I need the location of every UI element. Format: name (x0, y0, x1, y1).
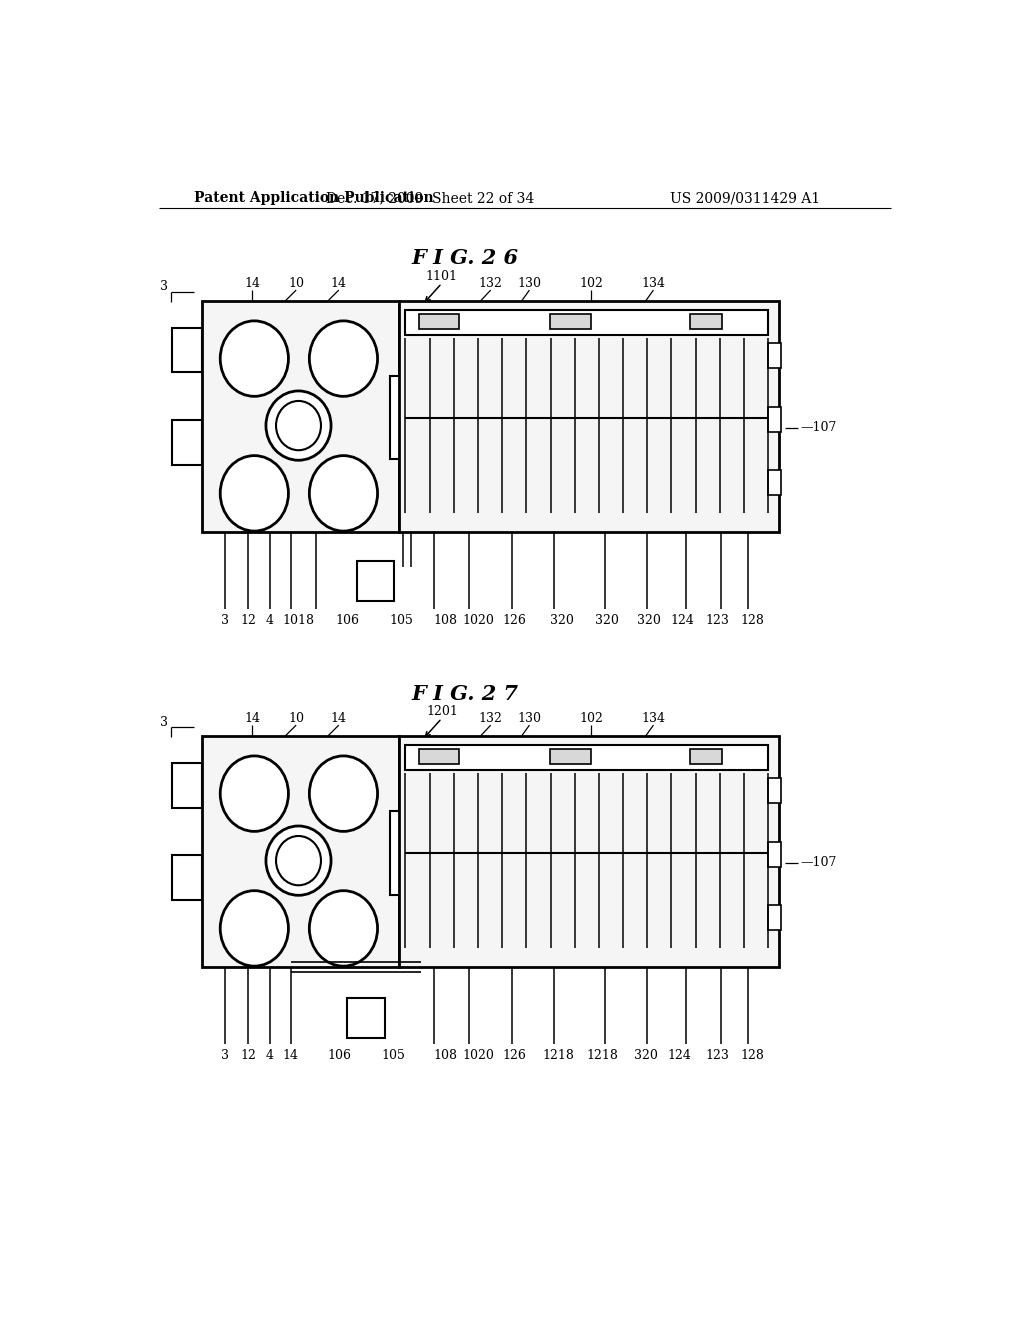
Text: 123: 123 (706, 1049, 729, 1063)
Text: 134: 134 (641, 277, 666, 290)
Ellipse shape (266, 391, 331, 461)
Bar (550, 314, 591, 330)
Text: 132: 132 (479, 713, 503, 726)
Bar (419, 314, 459, 330)
Text: 124: 124 (670, 614, 694, 627)
Ellipse shape (309, 891, 378, 966)
Text: 126: 126 (502, 1049, 526, 1063)
Text: 124: 124 (668, 1049, 692, 1063)
Text: 14: 14 (244, 277, 260, 290)
Text: 128: 128 (740, 614, 764, 627)
Bar (768, 343, 780, 368)
Text: 320: 320 (637, 614, 660, 627)
Text: 10: 10 (288, 277, 304, 290)
Ellipse shape (220, 321, 289, 396)
Text: 3: 3 (161, 715, 168, 729)
Text: Patent Application Publication: Patent Application Publication (194, 191, 433, 206)
Ellipse shape (220, 891, 289, 966)
Bar (419, 748, 459, 764)
Text: 106: 106 (335, 614, 359, 627)
Bar (690, 314, 722, 330)
Bar (399, 737, 779, 966)
Text: 320: 320 (550, 614, 573, 627)
Text: 123: 123 (706, 614, 729, 627)
Bar (768, 906, 780, 929)
Bar (390, 812, 412, 895)
Text: 320: 320 (595, 614, 618, 627)
Text: 105: 105 (382, 1049, 406, 1063)
Bar (356, 561, 394, 601)
Text: —107: —107 (801, 857, 837, 870)
Text: US 2009/0311429 A1: US 2009/0311429 A1 (671, 191, 820, 206)
Bar (172, 327, 202, 372)
Text: 10: 10 (288, 713, 304, 726)
Text: 1101: 1101 (426, 269, 458, 282)
Bar (390, 376, 412, 459)
Text: F I G. 2 6: F I G. 2 6 (412, 248, 518, 268)
Ellipse shape (309, 455, 378, 531)
Text: 1018: 1018 (283, 614, 314, 627)
Text: 134: 134 (641, 713, 666, 726)
Ellipse shape (276, 836, 321, 886)
Text: 128: 128 (740, 1049, 764, 1063)
Ellipse shape (276, 401, 321, 450)
Text: 102: 102 (580, 277, 603, 290)
Ellipse shape (309, 756, 378, 832)
Text: 3: 3 (161, 280, 168, 293)
Bar (768, 779, 780, 803)
Bar (172, 420, 202, 465)
Text: F I G. 2 7: F I G. 2 7 (412, 684, 518, 704)
Text: 4: 4 (266, 614, 273, 627)
Bar (406, 744, 768, 770)
Text: 4: 4 (266, 1049, 273, 1063)
Ellipse shape (220, 756, 289, 832)
Bar (399, 301, 779, 532)
Text: 3: 3 (221, 614, 229, 627)
Bar (406, 310, 768, 335)
Text: 14: 14 (331, 277, 347, 290)
Text: 12: 12 (241, 1049, 256, 1063)
Text: 1201: 1201 (426, 705, 458, 718)
Text: —107: —107 (801, 421, 837, 434)
Bar (346, 998, 385, 1038)
Text: 102: 102 (580, 713, 603, 726)
Bar (202, 737, 399, 966)
Text: 320: 320 (634, 1049, 657, 1063)
Text: 14: 14 (331, 713, 347, 726)
Ellipse shape (220, 455, 289, 531)
Text: 14: 14 (244, 713, 260, 726)
Text: 14: 14 (283, 1049, 299, 1063)
Text: Dec. 17, 2009  Sheet 22 of 34: Dec. 17, 2009 Sheet 22 of 34 (326, 191, 535, 206)
Bar (768, 407, 780, 432)
Text: 130: 130 (517, 277, 542, 290)
Ellipse shape (309, 321, 378, 396)
Text: 1020: 1020 (463, 1049, 495, 1063)
Text: 126: 126 (502, 614, 526, 627)
Bar (768, 470, 780, 495)
Ellipse shape (266, 826, 331, 895)
Bar (768, 842, 780, 867)
Text: 12: 12 (241, 614, 256, 627)
Text: 1218: 1218 (542, 1049, 574, 1063)
Text: 1218: 1218 (587, 1049, 618, 1063)
Text: 130: 130 (517, 713, 542, 726)
Text: 132: 132 (479, 277, 503, 290)
Text: 106: 106 (328, 1049, 351, 1063)
Bar (550, 748, 591, 764)
Bar (690, 748, 722, 764)
Text: 105: 105 (390, 614, 414, 627)
Text: 108: 108 (434, 1049, 458, 1063)
Text: 108: 108 (434, 614, 458, 627)
Text: 3: 3 (221, 1049, 229, 1063)
Bar (202, 301, 399, 532)
Bar (172, 855, 202, 900)
Text: 1020: 1020 (463, 614, 495, 627)
Bar (172, 763, 202, 808)
